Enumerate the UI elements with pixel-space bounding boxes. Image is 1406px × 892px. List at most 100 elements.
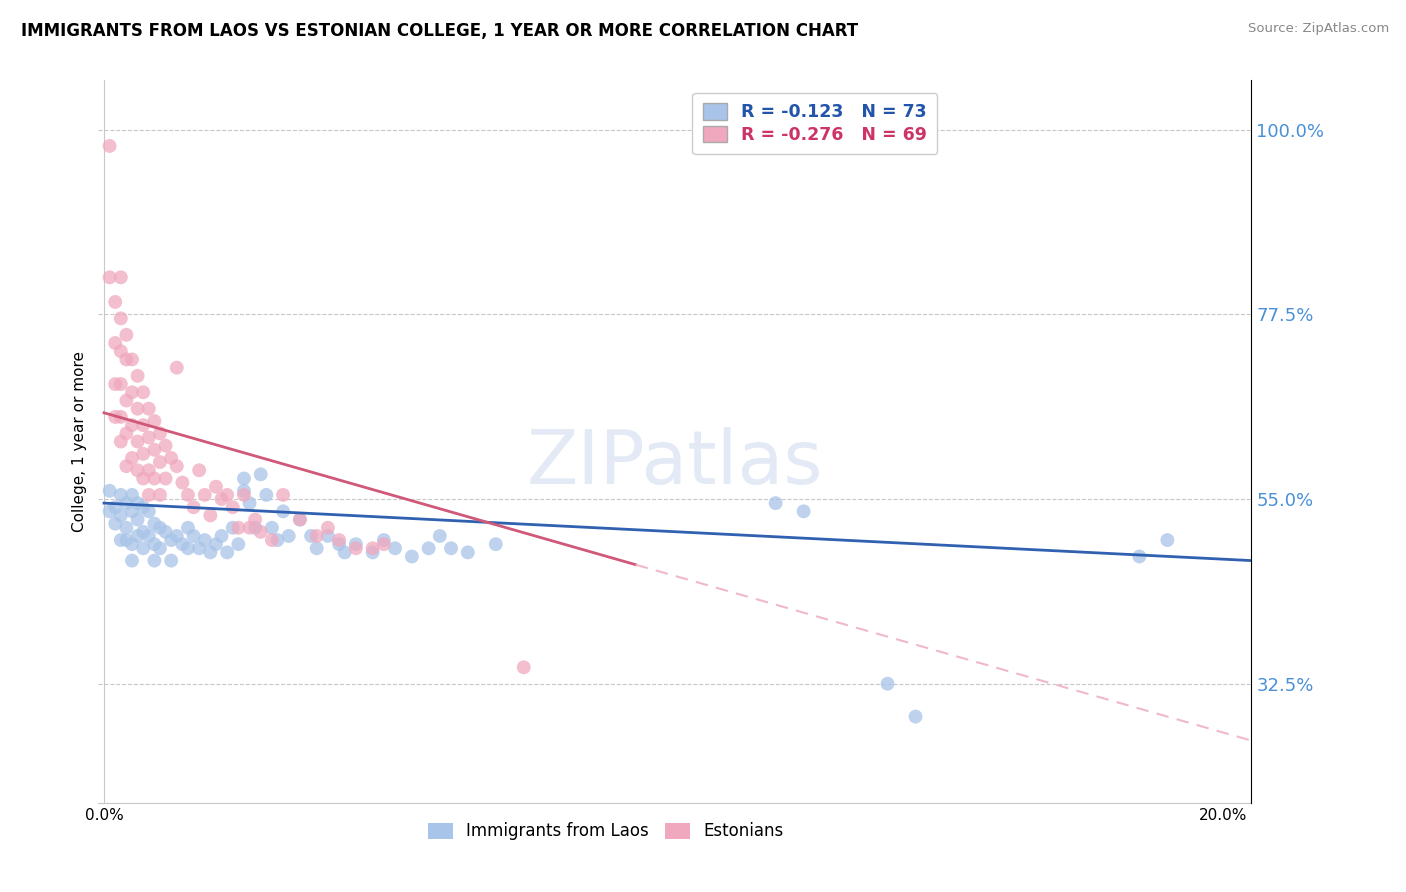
Point	[115, 327, 138, 342]
Y-axis label: College, 1 year or more: College, 1 year or more	[72, 351, 87, 532]
Point	[143, 471, 166, 485]
Point	[305, 529, 328, 543]
Point	[177, 521, 200, 535]
Point	[277, 529, 299, 543]
Point	[160, 533, 183, 547]
Point	[316, 529, 339, 543]
Point	[127, 434, 149, 449]
Point	[316, 521, 339, 535]
Point	[200, 508, 222, 523]
Point	[138, 430, 160, 444]
Point	[205, 537, 228, 551]
Point	[104, 500, 127, 515]
Point	[238, 521, 260, 535]
Point	[457, 545, 479, 559]
Point	[232, 483, 254, 498]
Point	[138, 529, 160, 543]
Point	[110, 533, 132, 547]
Point	[188, 463, 211, 477]
Point	[228, 537, 250, 551]
Point	[222, 521, 245, 535]
Point	[143, 537, 166, 551]
Point	[260, 533, 283, 547]
Point	[333, 545, 356, 559]
Point	[172, 475, 194, 490]
Point	[166, 529, 188, 543]
Point	[132, 385, 155, 400]
Point	[793, 504, 815, 518]
Point	[177, 541, 200, 556]
Point	[228, 521, 250, 535]
Point	[121, 553, 143, 567]
Point	[260, 521, 283, 535]
Point	[243, 512, 266, 526]
Point	[104, 377, 127, 392]
Point	[104, 336, 127, 351]
Point	[271, 504, 294, 518]
Point	[232, 471, 254, 485]
Point	[166, 459, 188, 474]
Point	[110, 508, 132, 523]
Point	[155, 524, 177, 539]
Point	[344, 541, 367, 556]
Point	[271, 488, 294, 502]
Point	[132, 541, 155, 556]
Point	[183, 529, 205, 543]
Point	[217, 545, 239, 559]
Point	[132, 447, 155, 461]
Point	[1128, 549, 1150, 564]
Point	[115, 533, 138, 547]
Point	[373, 537, 395, 551]
Point	[110, 488, 132, 502]
Point	[305, 541, 328, 556]
Point	[1156, 533, 1178, 547]
Point	[104, 516, 127, 531]
Point	[328, 533, 350, 547]
Point	[127, 401, 149, 416]
Point	[127, 496, 149, 510]
Point	[194, 533, 217, 547]
Point	[132, 524, 155, 539]
Point	[166, 360, 188, 375]
Point	[121, 385, 143, 400]
Point	[238, 496, 260, 510]
Point	[110, 311, 132, 326]
Point	[149, 426, 172, 441]
Point	[361, 541, 384, 556]
Point	[328, 537, 350, 551]
Text: IMMIGRANTS FROM LAOS VS ESTONIAN COLLEGE, 1 YEAR OR MORE CORRELATION CHART: IMMIGRANTS FROM LAOS VS ESTONIAN COLLEGE…	[21, 22, 858, 40]
Point	[115, 496, 138, 510]
Point	[127, 463, 149, 477]
Point	[149, 541, 172, 556]
Point	[110, 377, 132, 392]
Point	[222, 500, 245, 515]
Point	[138, 488, 160, 502]
Point	[160, 553, 183, 567]
Point	[904, 709, 927, 723]
Point	[110, 434, 132, 449]
Point	[765, 496, 787, 510]
Point	[138, 504, 160, 518]
Point	[288, 512, 311, 526]
Point	[110, 344, 132, 359]
Point	[211, 491, 233, 506]
Point	[132, 500, 155, 515]
Point	[200, 545, 222, 559]
Point	[149, 521, 172, 535]
Point	[115, 426, 138, 441]
Point	[149, 455, 172, 469]
Point	[288, 512, 311, 526]
Point	[429, 529, 451, 543]
Point	[110, 409, 132, 424]
Point	[121, 450, 143, 465]
Point	[98, 139, 121, 153]
Point	[138, 401, 160, 416]
Point	[243, 521, 266, 535]
Point	[143, 442, 166, 457]
Point	[155, 471, 177, 485]
Point	[172, 537, 194, 551]
Point	[98, 270, 121, 285]
Point	[138, 463, 160, 477]
Point	[194, 488, 217, 502]
Point	[384, 541, 406, 556]
